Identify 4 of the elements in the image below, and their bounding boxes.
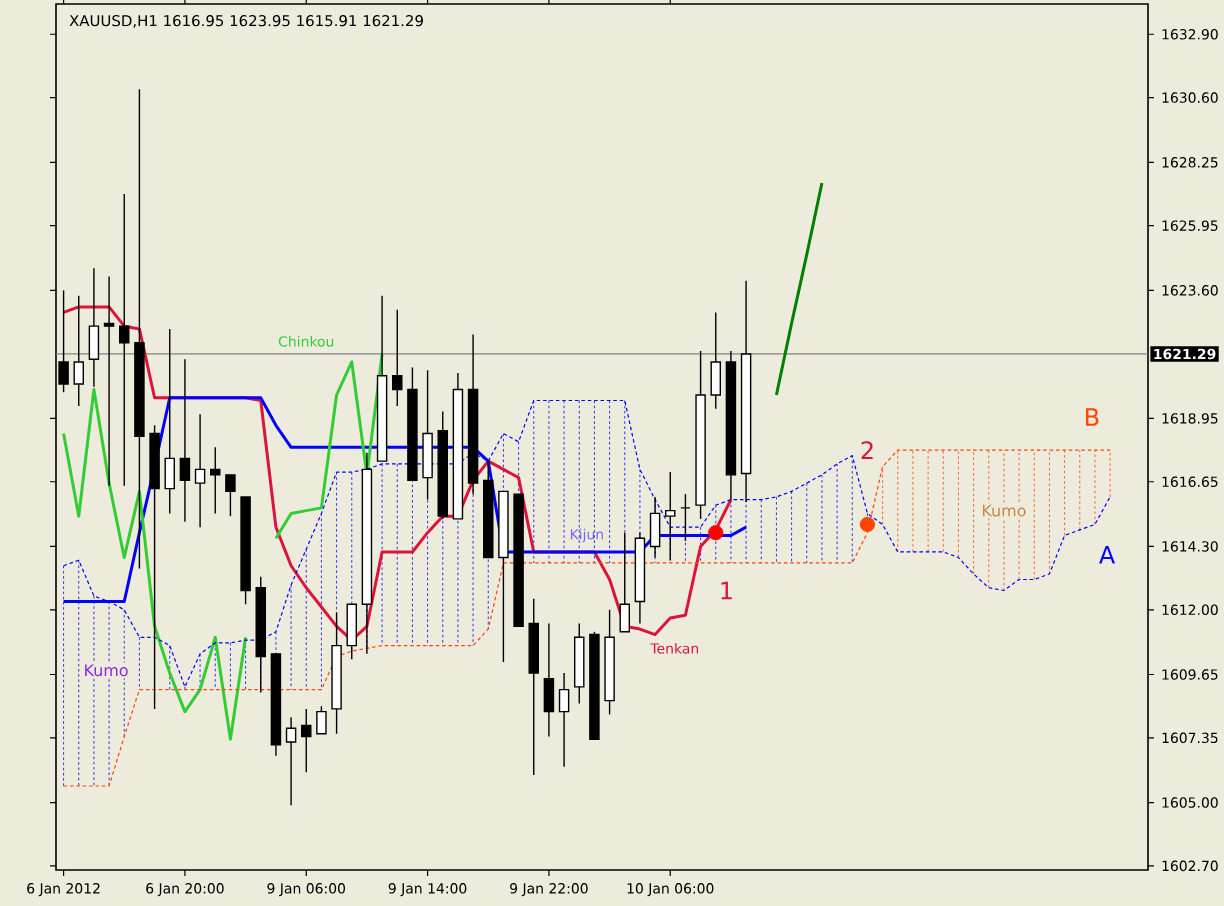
annotation: 2	[861, 441, 873, 459]
series-label: A	[1099, 545, 1116, 564]
annotation: 1	[721, 581, 732, 600]
series-label: B	[1086, 408, 1099, 426]
